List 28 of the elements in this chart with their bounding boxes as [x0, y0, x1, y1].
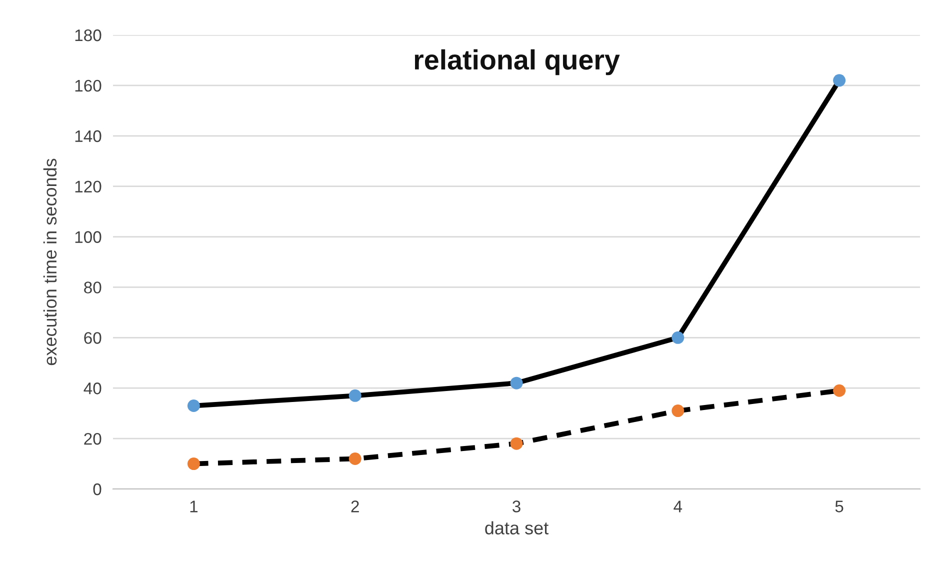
y-tick-label: 160 — [75, 80, 102, 92]
y-tick-label: 40 — [84, 382, 102, 394]
point — [672, 331, 684, 344]
x-tick-label: 2 — [351, 500, 359, 512]
y-tick-label: 20 — [84, 432, 102, 445]
y-tick-label: 80 — [84, 282, 102, 294]
y-axis-title: execution time in seconds — [43, 158, 57, 366]
y-tick-label: 180 — [75, 29, 102, 42]
point — [510, 376, 523, 390]
x-tick-label: 5 — [835, 500, 844, 512]
point — [187, 458, 200, 470]
y-tick-label: 0 — [93, 483, 102, 496]
y-tick-label: 120 — [75, 180, 102, 193]
point — [833, 384, 846, 397]
x-tick-label: 3 — [512, 500, 520, 512]
y-tick-label: 100 — [75, 231, 102, 243]
point — [348, 452, 362, 465]
point — [833, 74, 846, 87]
x-tick-label: 1 — [190, 500, 198, 512]
point — [510, 437, 523, 450]
point — [348, 389, 362, 402]
y-tick-label: 140 — [75, 130, 102, 142]
point — [187, 400, 200, 412]
x-tick-label: 4 — [674, 500, 682, 512]
x-axis-title: data set — [485, 521, 548, 534]
y-tick-label: 60 — [84, 332, 102, 344]
point — [672, 404, 684, 418]
chart-title: relational query — [414, 49, 620, 76]
